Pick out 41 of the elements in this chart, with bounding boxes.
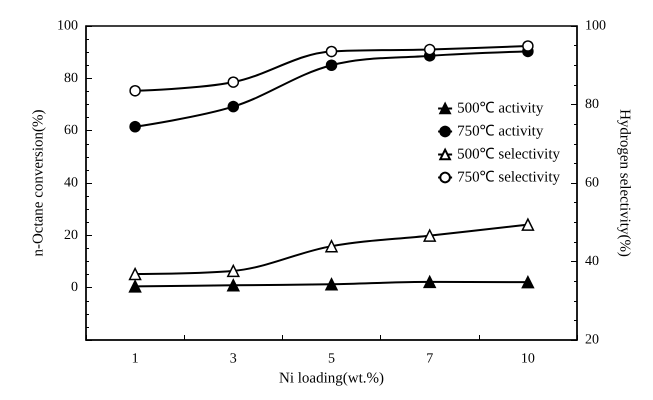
legend-label: 500℃ selectivity xyxy=(457,146,560,162)
y2-tick-label: 60 xyxy=(585,176,599,190)
point xyxy=(423,229,436,242)
x-tick-label: 1 xyxy=(132,352,139,366)
point xyxy=(522,276,534,288)
point xyxy=(227,264,240,278)
y2-tick-label: 40 xyxy=(585,254,599,269)
y-tick-label: 80 xyxy=(64,70,78,86)
point xyxy=(325,240,338,252)
point xyxy=(423,276,436,288)
y-tick-label: 40 xyxy=(64,176,78,190)
point xyxy=(326,60,338,71)
y-axis-title: n-Octane conversion(%) xyxy=(30,109,47,257)
legend-label: 750℃ selectivity xyxy=(457,170,560,186)
point xyxy=(228,100,240,112)
point xyxy=(326,46,338,58)
point xyxy=(227,279,240,292)
y2-axis-title: Hydrogen selectivity(%) xyxy=(616,109,632,257)
point xyxy=(128,280,142,293)
x-tick-label: 5 xyxy=(328,352,335,366)
point xyxy=(228,76,240,88)
point xyxy=(325,278,338,291)
x-tick-label: 3 xyxy=(230,352,237,366)
y-tick-label: 100 xyxy=(57,18,78,34)
point xyxy=(129,120,141,132)
y-tick-label: 20 xyxy=(64,228,78,243)
y2-tick-label: 80 xyxy=(585,97,599,112)
x-tick-label: 10 xyxy=(520,352,535,366)
y-tick-label: 60 xyxy=(64,123,78,138)
point xyxy=(522,40,534,52)
point xyxy=(522,218,534,231)
legend-label: 500℃ activity xyxy=(457,100,544,116)
legend-label: 750℃ activity xyxy=(457,124,544,140)
y2-tick-label: 20 xyxy=(585,332,599,348)
y2-tick-label: 100 xyxy=(585,18,606,34)
x-tick-label: 7 xyxy=(426,352,434,366)
point xyxy=(129,85,141,97)
point xyxy=(424,44,436,56)
x-axis-title: Ni loading(wt.%) xyxy=(279,370,384,386)
y-tick-label: 0 xyxy=(71,280,78,296)
point xyxy=(128,268,142,280)
